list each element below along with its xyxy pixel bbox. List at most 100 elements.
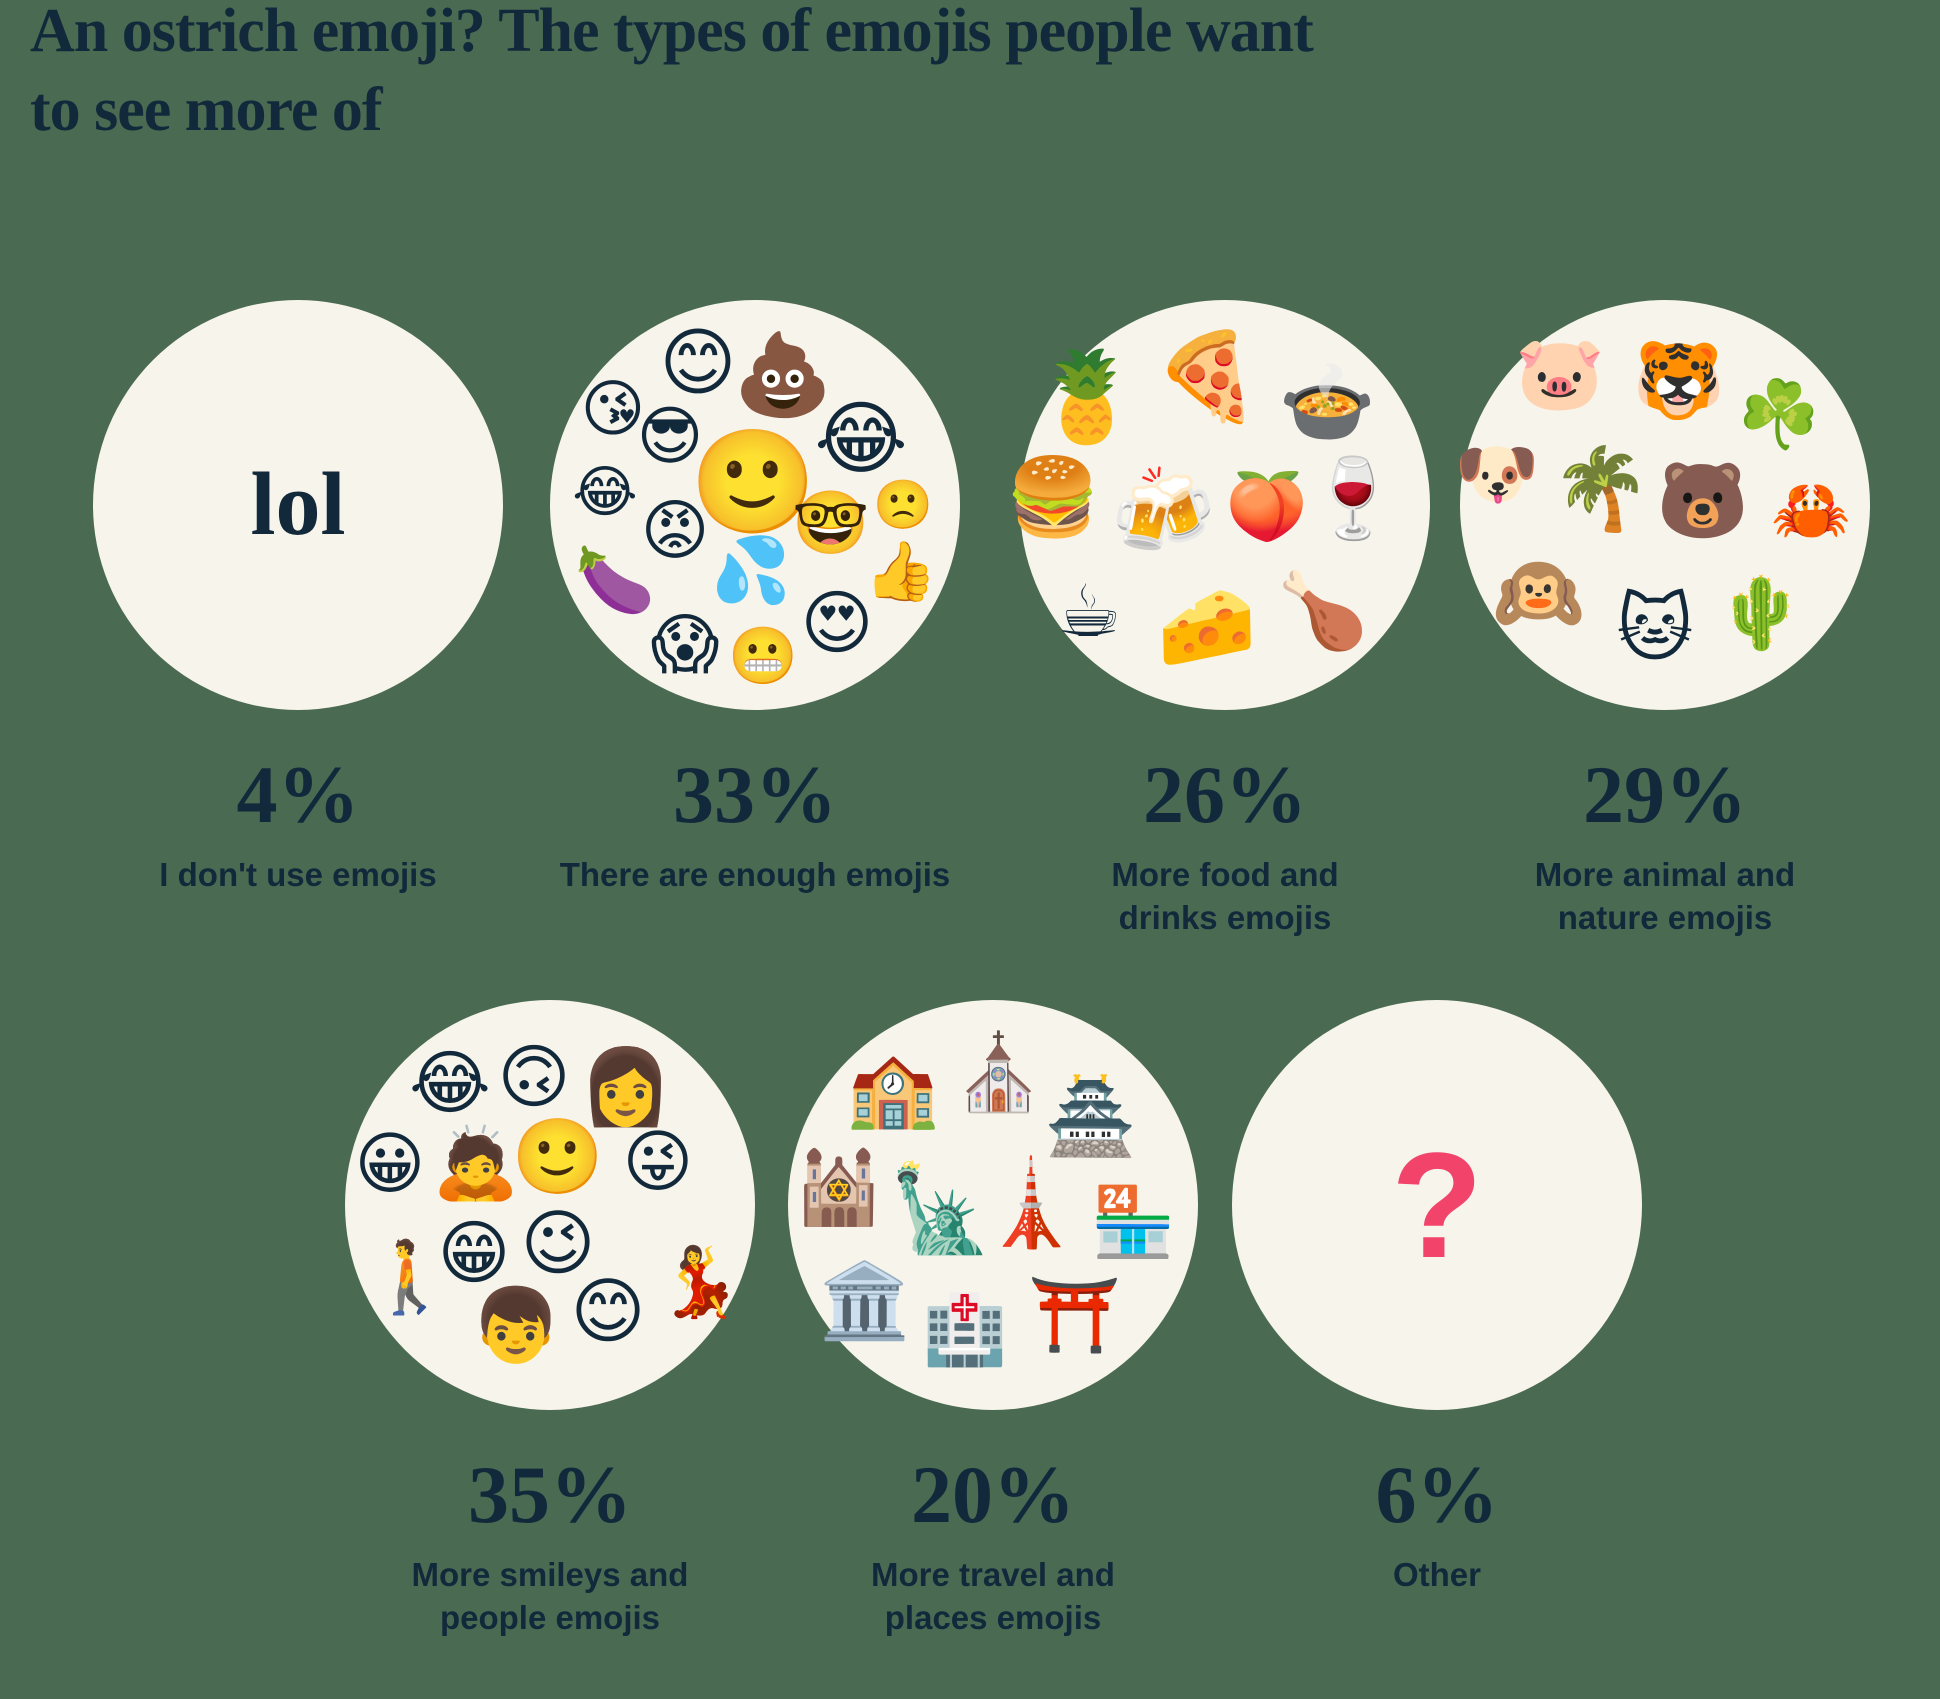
- clinking-beer-mugs-emoji: 🍻: [1110, 462, 1216, 560]
- convenience-store-emoji: 🏪: [1090, 1183, 1176, 1262]
- category-label-travel-and-places: More travel and places emojis: [763, 1554, 1223, 1640]
- title-line-1: An ostrich emoji? The types of emojis pe…: [30, 0, 1314, 65]
- category-label-line: nature emojis: [1557, 898, 1773, 936]
- japanese-castle-emoji: 🏯: [1044, 1074, 1138, 1160]
- palm-tree-emoji: 🌴: [1551, 442, 1651, 535]
- poultry-leg-emoji: 🍗: [1276, 568, 1370, 654]
- grinning-face-emoji: 😀: [354, 1125, 426, 1204]
- category-label-smileys-and-people: More smileys and people emojis: [320, 1554, 780, 1640]
- crab-emoji: 🦀: [1771, 474, 1851, 548]
- percent-value-dont-use-emojis: 4%: [236, 749, 360, 840]
- sweat-droplets-emoji: 💦: [711, 534, 791, 608]
- person-bowing-emoji: 🙇: [432, 1122, 520, 1204]
- pouting-angry-face-emoji: 😡: [640, 492, 710, 569]
- statue-of-liberty-emoji: 🗽: [888, 1160, 994, 1258]
- category-label-dont-use-emojis: I don't use emojis: [68, 854, 528, 897]
- smiling-face-with-sunglasses-emoji: 😎: [636, 400, 704, 474]
- winking-face-emoji: 😉: [520, 1201, 596, 1285]
- smiling-face-with-smiling-eyes-emoji: 😊: [570, 1269, 646, 1353]
- face-screaming-in-fear-emoji: 😱: [650, 606, 720, 683]
- woman-emoji: 👩: [579, 1044, 673, 1130]
- percent-value-other: 6%: [1375, 1449, 1499, 1540]
- category-label-line: people emojis: [439, 1598, 661, 1636]
- person-walking-emoji: 🚶: [366, 1236, 454, 1318]
- bubble-circle-animal-and-nature: 🐷 🐯 ☘️ 🐶 🌴 🐻 🦀 🙉 🐱 🌵: [1455, 300, 1870, 710]
- cheese-wedge-emoji: 🧀: [1157, 580, 1257, 673]
- pot-of-food-emoji: 🍲: [1278, 358, 1376, 448]
- tiger-face-emoji: 🐯: [1632, 338, 1726, 424]
- eggplant-emoji: 🍆: [575, 544, 655, 618]
- category-label-line: Other: [1392, 1556, 1481, 1593]
- category-label-line: More travel and: [871, 1556, 1115, 1593]
- bubble-circle-enough-emojis: 😊 💩 😘 😎 😂 🙂 😂 😡 🤓 🙁 🍆 💦 👍 😱 😍 😬: [550, 300, 960, 710]
- thumbs-up-emoji: 👍: [864, 537, 938, 605]
- category-label-line: More food and: [1111, 856, 1339, 893]
- dog-face-emoji: 🐶: [1454, 435, 1540, 514]
- category-label-line: drinks emojis: [1118, 898, 1332, 936]
- page-title: An ostrich emoji? The types of emojis pe…: [30, 0, 1590, 151]
- hot-beverage-emoji: ☕: [1056, 569, 1122, 653]
- category-label-food-and-drinks: More food and drinks emojis: [995, 854, 1455, 940]
- title-line-2: to see more of: [30, 76, 383, 145]
- peach-emoji: 🍑: [1225, 468, 1309, 545]
- grimacing-face-emoji: 😬: [728, 624, 798, 689]
- beaming-face-emoji: 😁: [437, 1212, 511, 1294]
- woman-dancing-emoji: 💃: [657, 1243, 743, 1322]
- category-label-other: Other: [1207, 1554, 1667, 1597]
- pineapple-emoji: 🍍: [1032, 345, 1142, 448]
- shamrock-emoji: ☘️: [1737, 376, 1821, 453]
- category-label-enough-emojis: There are enough emojis: [525, 854, 985, 897]
- church-emoji: ⛪: [952, 1030, 1046, 1116]
- upside-down-face-emoji: 🙃: [497, 1036, 571, 1118]
- school-emoji: 🏫: [846, 1046, 940, 1132]
- hamburger-emoji: 🍔: [1005, 452, 1101, 541]
- category-group-animal-and-nature: 🐷 🐯 ☘️ 🐶 🌴 🐻 🦀 🙉 🐱 🌵 29% More animal and nature emoj…: [1435, 300, 1895, 940]
- category-label-animal-and-nature: More animal and nature emojis: [1435, 854, 1895, 940]
- cat-face-emoji: 🐱: [1616, 586, 1694, 672]
- boy-face-emoji: 👦: [471, 1283, 561, 1367]
- category-group-travel-and-places: 🏫 ⛪ 🏯 🕍 🗽 🗼 🏪 🏛️ 🏥 ⛩️ 20% More travel and places emo…: [763, 1000, 1223, 1640]
- bubble-circle-smileys-and-people: 😂 🙃 👩 😀 🙇 🙂 😜 🚶 😁 😉 💃 👦 😊: [345, 1000, 755, 1410]
- category-label-line: More smileys and: [411, 1556, 689, 1593]
- heart-eyes-face-emoji: 😍: [800, 582, 874, 664]
- tokyo-tower-emoji: 🗼: [978, 1154, 1084, 1252]
- pizza-slice-emoji: 🍕: [1153, 327, 1261, 427]
- face-with-tears-of-joy-emoji: 😂: [814, 392, 908, 485]
- bubble-circle-dont-use-emojis: lol: [93, 300, 503, 710]
- bubble-circle-travel-and-places: 🏫 ⛪ 🏯 🕍 🗽 🗼 🏪 🏛️ 🏥 ⛩️: [788, 1000, 1198, 1410]
- shinto-shrine-torii-emoji: ⛩️: [1028, 1272, 1122, 1358]
- bear-face-emoji: 🐻: [1656, 458, 1750, 544]
- hear-no-evil-monkey-emoji: 🙉: [1492, 550, 1586, 636]
- percent-value-smileys-and-people: 35%: [468, 1449, 632, 1540]
- category-label-line: More animal and: [1534, 856, 1796, 893]
- nerd-face-emoji: 🤓: [792, 486, 870, 559]
- percent-value-food-and-drinks: 26%: [1143, 749, 1307, 840]
- slightly-frowning-face-emoji: 🙁: [873, 477, 933, 533]
- percent-value-animal-and-nature: 29%: [1583, 749, 1747, 840]
- classical-building-emoji: 🏛️: [818, 1258, 912, 1344]
- slightly-smiling-face-emoji: 🙂: [511, 1114, 605, 1200]
- cactus-emoji: 🌵: [1717, 572, 1805, 654]
- category-group-dont-use-emojis: lol 4% I don't use emojis: [68, 300, 528, 897]
- face-with-tears-of-joy-small-emoji: 😂: [572, 460, 638, 525]
- category-group-other: ? 6% Other: [1207, 1000, 1667, 1597]
- question-mark-text: ?: [1391, 1121, 1483, 1289]
- category-group-enough-emojis: 😊 💩 😘 😎 😂 🙂 😂 😡 🤓 🙁 🍆 💦 👍 😱 😍 😬 33% There are enough emoj…: [525, 300, 985, 897]
- category-label-line: There are enough emojis: [559, 856, 951, 893]
- percent-value-travel-and-places: 20%: [911, 1449, 1075, 1540]
- category-label-line: I don't use emojis: [159, 856, 437, 893]
- slightly-smiling-face-emoji: 🙂: [689, 423, 817, 542]
- category-group-smileys-and-people: 😂 🙃 👩 😀 🙇 🙂 😜 🚶 😁 😉 💃 👦 😊 35% More smileys and people e…: [320, 1000, 780, 1640]
- pile-of-poo-emoji: 💩: [733, 328, 833, 421]
- winking-face-with-tongue-emoji: 😜: [622, 1123, 694, 1202]
- lol-text: lol: [250, 455, 346, 554]
- hospital-emoji: 🏥: [922, 1291, 1008, 1370]
- percent-value-enough-emojis: 33%: [673, 749, 837, 840]
- category-label-line: places emojis: [884, 1598, 1102, 1636]
- synagogue-emoji: 🕍: [794, 1145, 884, 1229]
- smiling-face-with-smiling-eyes-emoji: 😊: [659, 320, 737, 406]
- pig-face-emoji: 🐷: [1515, 331, 1605, 415]
- category-group-food-and-drinks: 🍍 🍕 🍲 🍔 🍻 🍑 🍷 ☕ 🧀 🍗 26% More food and drinks emojis: [995, 300, 1455, 940]
- bubble-circle-food-and-drinks: 🍍 🍕 🍲 🍔 🍻 🍑 🍷 ☕ 🧀 🍗: [1006, 300, 1430, 710]
